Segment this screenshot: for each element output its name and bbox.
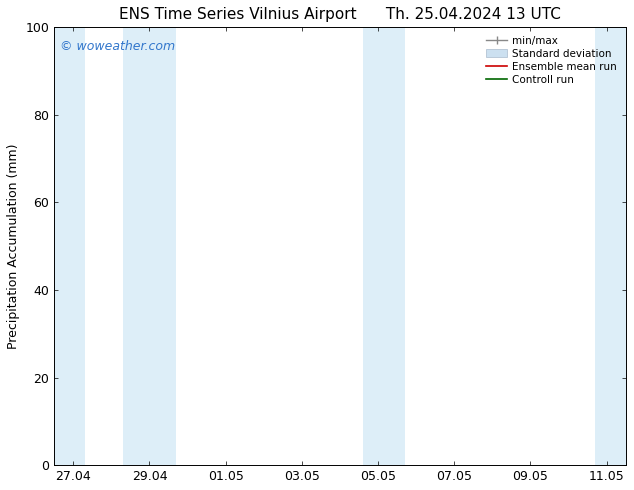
Bar: [363, 27, 404, 465]
Bar: [595, 27, 626, 465]
Title: ENS Time Series Vilnius Airport      Th. 25.04.2024 13 UTC: ENS Time Series Vilnius Airport Th. 25.0…: [119, 7, 561, 22]
Text: © woweather.com: © woweather.com: [60, 40, 175, 53]
Legend: min/max, Standard deviation, Ensemble mean run, Controll run: min/max, Standard deviation, Ensemble me…: [483, 32, 620, 88]
Y-axis label: Precipitation Accumulation (mm): Precipitation Accumulation (mm): [7, 144, 20, 349]
Bar: [55, 27, 85, 465]
Bar: [123, 27, 176, 465]
